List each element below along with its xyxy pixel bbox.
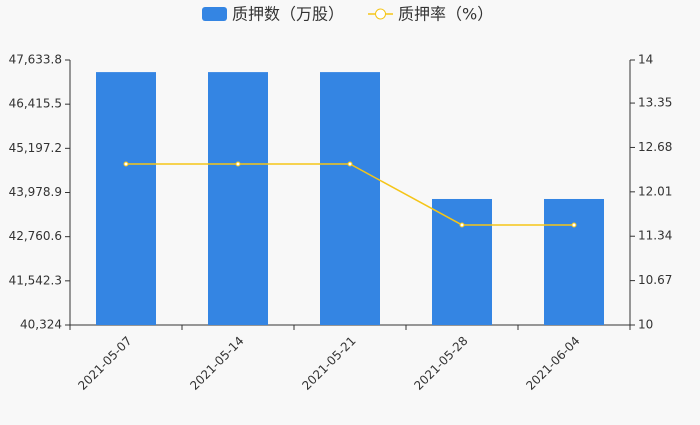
legend-label[interactable]: 质押率（%） <box>398 5 493 24</box>
y-tick-label: 40,324 <box>20 318 62 332</box>
y2-tick-label: 10.67 <box>638 273 672 287</box>
bar <box>432 198 492 325</box>
x-tick-label: 2021-05-28 <box>411 334 470 393</box>
bar <box>96 72 156 325</box>
legend-label[interactable]: 质押数（万股） <box>232 5 344 24</box>
y2-tick-label: 12.68 <box>638 140 672 154</box>
bar <box>320 72 380 325</box>
point <box>571 222 577 228</box>
point <box>235 161 241 167</box>
y-tick-label: 47,633.8 <box>9 53 62 67</box>
point <box>459 222 465 228</box>
point <box>123 161 129 167</box>
y-tick-label: 43,978.9 <box>9 185 62 199</box>
y-tick-label: 46,415.5 <box>9 97 62 111</box>
y2-tick-label: 14 <box>638 53 653 67</box>
y-tick-label: 42,760.6 <box>9 229 62 243</box>
y2-tick-label: 11.34 <box>638 229 672 243</box>
y-tick-label: 45,197.2 <box>9 141 62 155</box>
x-tick-label: 2021-05-14 <box>187 334 246 393</box>
bar <box>544 198 604 325</box>
point <box>347 161 353 167</box>
legend-swatch <box>202 7 227 21</box>
y2-tick-label: 10 <box>638 318 653 332</box>
bar <box>208 72 268 325</box>
legend-swatch <box>375 8 387 20</box>
x-tick-label: 2021-05-07 <box>75 334 134 393</box>
x-tick-label: 2021-06-04 <box>523 334 582 393</box>
x-tick-label: 2021-05-21 <box>299 334 358 393</box>
y-tick-label: 41,542.3 <box>9 273 62 287</box>
y2-tick-label: 13.35 <box>638 96 672 110</box>
y2-tick-label: 12.01 <box>638 184 672 198</box>
